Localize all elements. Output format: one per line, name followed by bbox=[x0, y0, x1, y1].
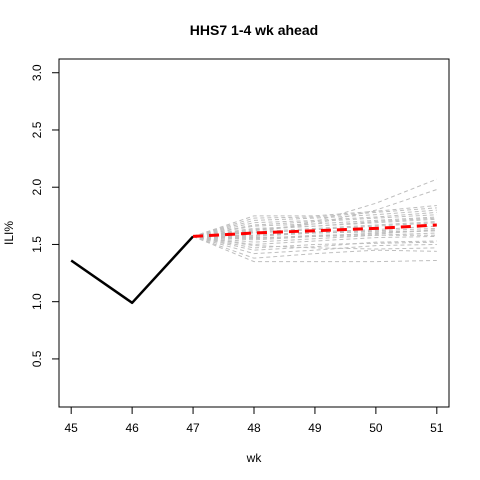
ensemble-line-9 bbox=[193, 229, 437, 240]
chart-title: HHS7 1-4 wk ahead bbox=[190, 22, 318, 38]
ensemble-line-17 bbox=[192, 214, 437, 237]
ensemble-line-3 bbox=[192, 235, 437, 255]
x-tick-label: 47 bbox=[186, 421, 200, 435]
y-tick-label: 2.0 bbox=[30, 179, 44, 196]
x-tick-label: 46 bbox=[125, 421, 139, 435]
ensemble-line-6 bbox=[192, 235, 437, 245]
ensemble-line-24 bbox=[193, 230, 437, 237]
x-axis-label: wk bbox=[246, 451, 263, 465]
ensemble-line-20 bbox=[192, 207, 437, 237]
y-tick-label: 3.0 bbox=[30, 64, 44, 81]
ensemble-forecast-lines bbox=[192, 178, 437, 263]
ensemble-line-25 bbox=[193, 234, 437, 239]
y-axis: 0.5 1.0 1.5 2.0 2.5 3.0 bbox=[30, 64, 59, 367]
ensemble-line-19 bbox=[192, 209, 437, 237]
x-axis: 45 46 47 48 49 50 51 bbox=[65, 407, 444, 435]
x-tick-label: 51 bbox=[430, 421, 444, 435]
main-series bbox=[70, 223, 437, 305]
ensemble-line-2 bbox=[192, 235, 437, 259]
x-tick-label: 45 bbox=[65, 421, 79, 435]
ensemble-line-13 bbox=[193, 221, 437, 237]
y-tick-label: 2.5 bbox=[30, 121, 44, 138]
ensemble-line-15 bbox=[192, 217, 437, 237]
ensemble-line-1 bbox=[192, 235, 437, 263]
ensemble-line-4 bbox=[192, 235, 437, 251]
ensemble-line-18 bbox=[192, 211, 437, 237]
y-tick-label: 0.5 bbox=[30, 350, 44, 367]
ensemble-line-12 bbox=[193, 222, 437, 237]
y-axis-label: ILI% bbox=[2, 221, 16, 245]
y-tick-label: 1.0 bbox=[30, 293, 44, 310]
x-tick-label: 50 bbox=[369, 421, 383, 435]
ensemble-line-22 bbox=[193, 189, 437, 237]
ensemble-line-5 bbox=[192, 235, 437, 249]
ensemble-line-21 bbox=[192, 205, 437, 237]
x-tick-label: 48 bbox=[247, 421, 261, 435]
observed-line bbox=[70, 235, 194, 305]
ensemble-line-26 bbox=[192, 235, 437, 250]
x-tick-label: 49 bbox=[308, 421, 322, 435]
y-tick-label: 1.5 bbox=[30, 236, 44, 253]
ensemble-line-7 bbox=[193, 232, 437, 243]
forecast-mean-line bbox=[192, 223, 437, 238]
